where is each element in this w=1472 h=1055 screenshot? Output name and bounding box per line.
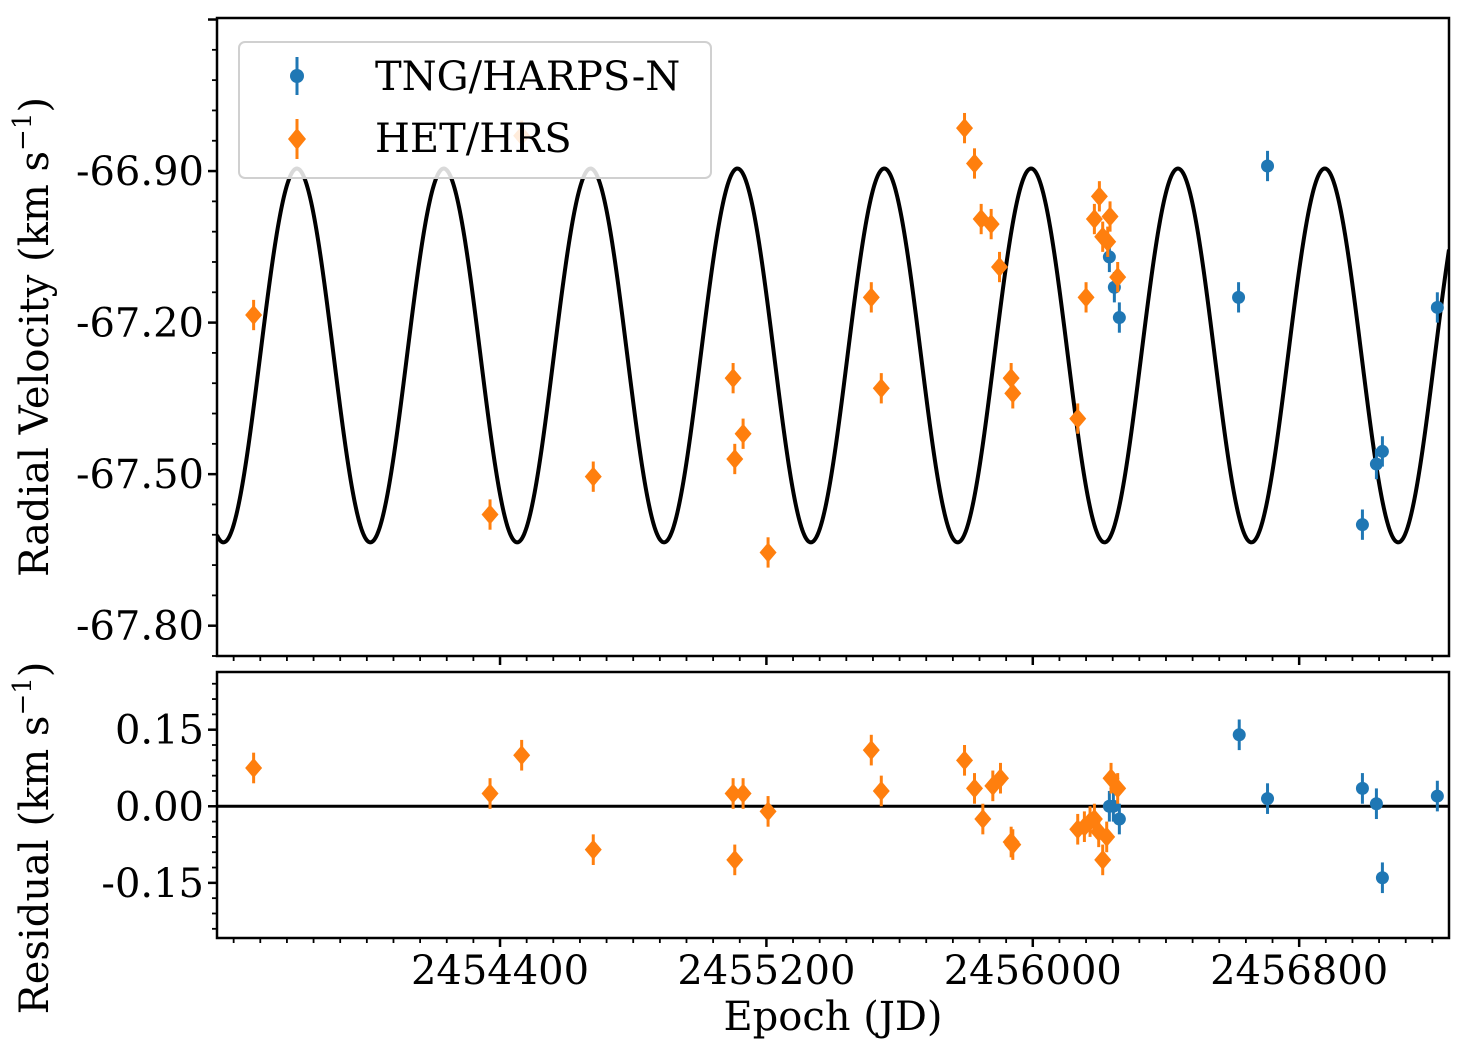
het-hrs-point xyxy=(1101,206,1119,227)
het-hrs-point xyxy=(513,745,531,766)
rv-y-axis-label: Radial Velocity (km s−1) xyxy=(8,97,58,577)
het-hrs-point xyxy=(862,287,880,308)
het-hrs-point xyxy=(724,368,742,389)
het-hrs-point xyxy=(872,378,890,399)
het-hrs-point xyxy=(726,849,744,870)
rv-y-tick-label: -67.20 xyxy=(76,301,204,347)
het-hrs-point xyxy=(990,257,1008,278)
het-hrs-point xyxy=(982,214,1000,235)
het-hrs-point xyxy=(1090,186,1108,207)
het-hrs-point xyxy=(966,153,984,174)
x-tick-label: 2456000 xyxy=(944,948,1122,994)
het-hrs-point xyxy=(1004,383,1022,404)
rv-y-tick-label: -67.80 xyxy=(76,604,204,650)
residual-axes-frame xyxy=(215,670,1451,940)
het-hrs-point xyxy=(1085,209,1103,230)
rv-axes-frame xyxy=(215,16,1451,658)
rv-panel: -66.90 -67.20 -67.50 -67.80 Radial Velocity… xyxy=(8,16,1451,658)
het-hrs-point xyxy=(1002,368,1020,389)
tng-harps-n-point xyxy=(1112,311,1126,325)
rv-ticks: -66.90 -67.20 -67.50 -67.80 xyxy=(76,18,217,657)
rv-model-curve xyxy=(217,166,1449,545)
x-axis-label: Epoch (JD) xyxy=(723,994,942,1040)
het-hrs-point xyxy=(1077,287,1095,308)
het-hrs-point xyxy=(991,768,1009,789)
tng-harps-n-point xyxy=(1430,789,1444,803)
x-tick-label: 2456800 xyxy=(1210,948,1388,994)
het-hrs-point xyxy=(862,740,880,761)
het-hrs-point xyxy=(481,783,499,804)
tng-harps-n-point xyxy=(1369,797,1383,811)
het-hrs-point xyxy=(1069,408,1087,429)
tng-harps-n-point xyxy=(1261,159,1275,173)
het-hrs-point xyxy=(1004,834,1022,855)
residual-points xyxy=(245,719,1444,894)
het-hrs-point xyxy=(1094,849,1112,870)
tng-harps-n-point xyxy=(1232,728,1246,742)
het-hrs-point xyxy=(724,783,742,804)
het-hrs-point xyxy=(759,801,777,822)
rv-y-tick-label: -66.90 xyxy=(76,149,204,195)
rv-model-group xyxy=(217,166,1449,545)
rv-y-tick-label: -67.50 xyxy=(76,452,204,498)
residual-y-tick-label: -0.15 xyxy=(101,861,204,907)
rv-y-axis-label-exponent: −1 xyxy=(8,113,38,151)
het-hrs-point xyxy=(1098,826,1116,847)
tng-harps-n-point xyxy=(1375,871,1389,885)
het-hrs-point xyxy=(584,839,602,860)
x-tick-label: 2454400 xyxy=(411,948,589,994)
legend: TNG/HARPS-N HET/HRS xyxy=(238,41,712,179)
het-hrs-point xyxy=(245,757,263,778)
het-hrs-point xyxy=(1109,267,1127,288)
het-hrs-point xyxy=(726,448,744,469)
tng-harps-n-point xyxy=(1355,518,1369,532)
legend-marker-het xyxy=(288,119,306,159)
het-hrs-point xyxy=(956,750,974,771)
residual-panel: 0.15 0.00 -0.15 2454400 2455200 2456000 245680… xyxy=(8,656,1451,1040)
het-hrs-point xyxy=(584,466,602,487)
residual-y-axis-label: Residual (km s−1) xyxy=(8,662,58,1015)
legend-label-het: HET/HRS xyxy=(375,116,572,162)
het-hrs-point xyxy=(872,780,890,801)
het-hrs-point xyxy=(1109,778,1127,799)
tng-harps-n-point xyxy=(1102,250,1116,264)
tng-harps-n-point xyxy=(1261,792,1275,806)
het-hrs-point xyxy=(1099,231,1117,252)
rv-points xyxy=(245,112,1444,568)
het-hrs-point xyxy=(956,118,974,139)
tng-harps-n-point xyxy=(1232,290,1246,304)
tng-harps-n-point xyxy=(1375,444,1389,458)
legend-label-tng: TNG/HARPS-N xyxy=(375,54,680,100)
tng-harps-n-point xyxy=(1369,457,1383,471)
residual-y-axis-label-exponent: −1 xyxy=(8,677,38,715)
legend-marker-tng xyxy=(290,57,304,95)
het-hrs-point xyxy=(481,504,499,525)
het-hrs-point xyxy=(966,778,984,799)
tng-harps-n-point xyxy=(1430,300,1444,314)
het-hrs-point xyxy=(245,305,263,326)
legend-frame xyxy=(238,41,712,179)
het-hrs-point xyxy=(759,542,777,563)
tng-harps-n-point xyxy=(1355,781,1369,795)
residual-y-tick-label: 0.15 xyxy=(115,708,204,754)
het-hrs-point xyxy=(734,783,752,804)
tng-harps-n-point xyxy=(1112,812,1126,826)
residual-y-tick-label: 0.00 xyxy=(115,784,204,830)
het-hrs-point xyxy=(734,423,752,444)
het-hrs-point xyxy=(974,809,992,830)
x-tick-label: 2455200 xyxy=(677,948,855,994)
